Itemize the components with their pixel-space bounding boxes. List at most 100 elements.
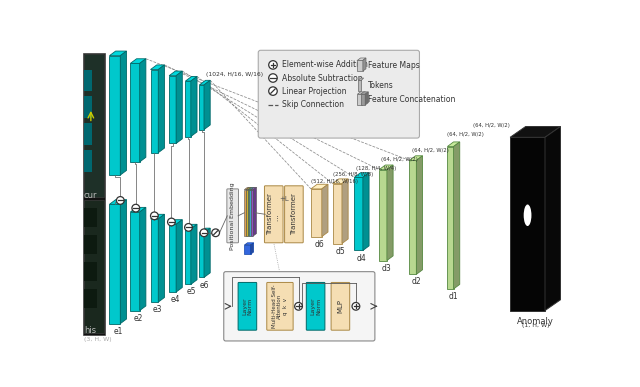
FancyBboxPatch shape — [267, 283, 293, 330]
Polygon shape — [204, 80, 210, 130]
Polygon shape — [358, 80, 362, 91]
Polygon shape — [358, 78, 364, 80]
Polygon shape — [84, 289, 97, 308]
Circle shape — [200, 229, 208, 236]
Polygon shape — [447, 142, 460, 147]
Text: (64, H/2, W/2): (64, H/2, W/2) — [447, 132, 484, 137]
Polygon shape — [150, 65, 164, 70]
Polygon shape — [363, 58, 366, 71]
Polygon shape — [250, 187, 255, 190]
Text: d4: d4 — [357, 253, 367, 262]
Polygon shape — [248, 187, 253, 190]
FancyBboxPatch shape — [227, 189, 239, 243]
Circle shape — [294, 303, 303, 310]
Polygon shape — [120, 200, 127, 324]
Polygon shape — [109, 204, 120, 324]
Polygon shape — [447, 147, 454, 289]
Polygon shape — [244, 243, 253, 245]
FancyBboxPatch shape — [224, 272, 375, 341]
Polygon shape — [311, 184, 328, 189]
Polygon shape — [140, 207, 146, 310]
Polygon shape — [84, 54, 104, 197]
Polygon shape — [248, 187, 252, 236]
Text: (128, H/4, W/4): (128, H/4, W/4) — [356, 166, 396, 171]
Polygon shape — [191, 77, 197, 137]
Polygon shape — [355, 177, 363, 250]
Polygon shape — [84, 123, 92, 145]
Text: his: his — [84, 326, 96, 335]
Text: Transformer
...: Transformer ... — [268, 194, 280, 235]
Polygon shape — [84, 200, 104, 333]
Polygon shape — [158, 214, 164, 302]
Polygon shape — [510, 127, 561, 137]
Polygon shape — [454, 142, 460, 289]
Polygon shape — [342, 179, 348, 243]
Polygon shape — [199, 233, 204, 277]
Polygon shape — [333, 183, 342, 243]
FancyBboxPatch shape — [307, 283, 325, 330]
Text: Anomaly: Anomaly — [517, 317, 554, 326]
Polygon shape — [545, 127, 561, 310]
Text: Transformer: Transformer — [291, 194, 297, 235]
Polygon shape — [311, 189, 322, 236]
Polygon shape — [191, 224, 197, 284]
Text: d1: d1 — [449, 292, 458, 301]
Polygon shape — [510, 137, 545, 310]
Polygon shape — [84, 208, 97, 228]
Polygon shape — [84, 151, 92, 172]
Polygon shape — [176, 220, 182, 292]
Polygon shape — [410, 156, 422, 160]
Polygon shape — [169, 71, 182, 76]
Polygon shape — [358, 92, 365, 94]
Polygon shape — [387, 165, 393, 260]
Polygon shape — [322, 184, 328, 236]
Polygon shape — [186, 81, 191, 137]
Text: Element-wise Addition: Element-wise Addition — [282, 60, 368, 69]
Text: Positional Embedding: Positional Embedding — [230, 182, 235, 250]
Text: MLP: MLP — [337, 299, 344, 313]
Text: (64, H/2, W/2): (64, H/2, W/2) — [381, 157, 417, 162]
Text: Layer
Norm: Layer Norm — [242, 298, 253, 315]
Polygon shape — [244, 245, 250, 254]
Polygon shape — [362, 92, 365, 105]
Polygon shape — [169, 76, 176, 144]
Circle shape — [150, 212, 158, 220]
Polygon shape — [250, 243, 253, 254]
Polygon shape — [84, 235, 97, 254]
Text: ...: ... — [244, 238, 252, 247]
Circle shape — [116, 197, 124, 204]
Circle shape — [132, 204, 140, 212]
Polygon shape — [417, 156, 422, 274]
Text: (64, H/2, W/2): (64, H/2, W/2) — [412, 148, 449, 153]
Polygon shape — [246, 187, 250, 236]
Polygon shape — [358, 60, 363, 71]
Polygon shape — [252, 187, 255, 236]
Polygon shape — [360, 94, 365, 105]
Circle shape — [269, 74, 277, 82]
Polygon shape — [250, 187, 253, 236]
Polygon shape — [355, 173, 369, 177]
Polygon shape — [363, 173, 369, 250]
Circle shape — [184, 224, 193, 231]
Polygon shape — [379, 170, 387, 260]
Polygon shape — [244, 190, 246, 236]
Polygon shape — [186, 77, 197, 81]
Polygon shape — [131, 59, 146, 63]
Text: d5: d5 — [335, 247, 345, 256]
Polygon shape — [365, 92, 368, 105]
Polygon shape — [109, 51, 127, 56]
Circle shape — [212, 229, 220, 236]
Polygon shape — [131, 63, 140, 162]
Polygon shape — [158, 65, 164, 153]
Polygon shape — [186, 229, 191, 284]
Polygon shape — [251, 187, 257, 190]
Polygon shape — [120, 51, 127, 175]
Text: Skip Connection: Skip Connection — [282, 101, 344, 110]
Text: Absolute Subtraction: Absolute Subtraction — [282, 74, 363, 82]
Text: (512, H/16, W/16): (512, H/16, W/16) — [311, 178, 358, 183]
Text: Tokens: Tokens — [368, 81, 394, 90]
Circle shape — [352, 303, 360, 310]
Polygon shape — [358, 94, 362, 105]
Text: (1, H, W): (1, H, W) — [522, 323, 549, 328]
Text: d3: d3 — [381, 264, 391, 272]
